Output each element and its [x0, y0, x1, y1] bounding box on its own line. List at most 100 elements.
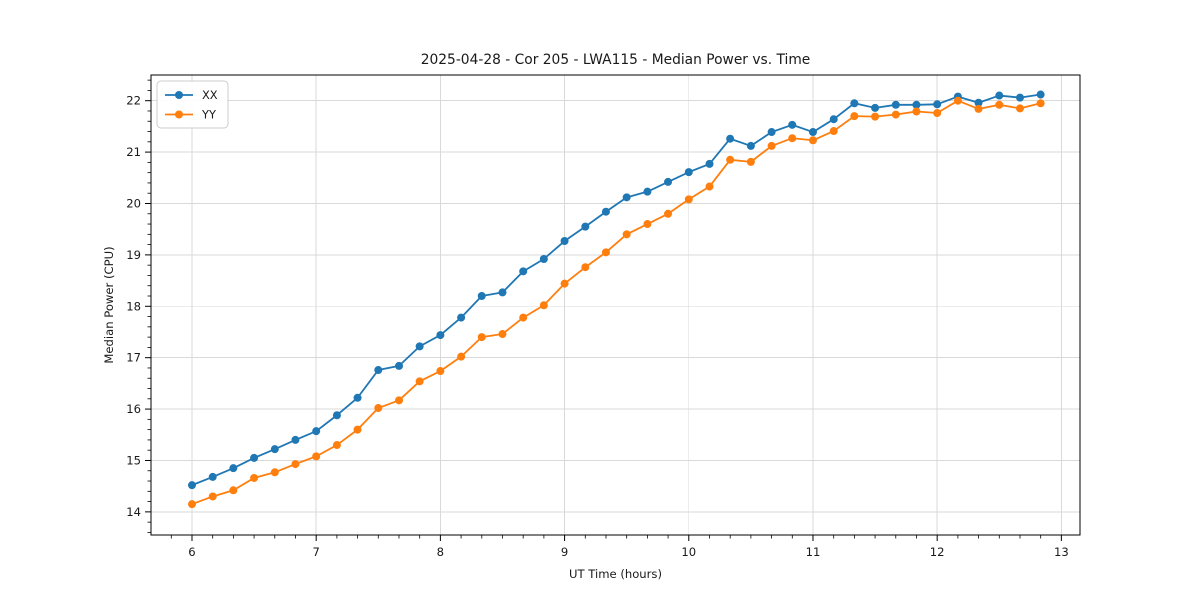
series-YY-marker — [581, 263, 590, 272]
series-XX-marker — [622, 193, 631, 202]
series-XX-marker — [1036, 90, 1045, 99]
series-YY-marker — [767, 141, 776, 150]
y-tick-label: 15 — [126, 453, 141, 467]
series-YY-marker — [1016, 104, 1025, 113]
series-XX-marker — [415, 342, 424, 351]
legend-marker-YY — [175, 110, 183, 119]
series-XX-marker — [581, 222, 590, 231]
y-tick-label: 22 — [126, 94, 141, 108]
series-XX-marker — [726, 134, 735, 143]
series-YY-marker — [415, 377, 424, 386]
x-axis-label: UT Time (hours) — [569, 567, 662, 581]
series-XX-marker — [746, 141, 755, 150]
series-YY-marker — [643, 220, 652, 229]
series-YY-marker — [250, 473, 259, 482]
series-YY-marker — [312, 452, 321, 461]
series-XX-marker — [229, 464, 238, 473]
series-YY-marker — [374, 404, 383, 413]
series-XX-marker — [332, 411, 341, 420]
series-XX-marker — [850, 99, 859, 108]
x-tick-label: 8 — [437, 545, 444, 559]
series-XX-marker — [829, 115, 838, 124]
series-YY-marker — [912, 107, 921, 116]
series-XX-marker — [643, 187, 652, 196]
series-XX-marker — [519, 267, 528, 276]
series-YY-marker — [498, 330, 507, 339]
series-XX-marker — [705, 159, 714, 168]
series-XX-marker — [912, 100, 921, 109]
series-XX-marker — [933, 100, 942, 109]
series-YY-marker — [622, 230, 631, 239]
legend-marker-XX — [175, 91, 183, 99]
series-YY-marker — [395, 396, 404, 405]
y-tick-label: 20 — [126, 196, 141, 210]
series-XX-marker — [312, 427, 321, 436]
series-YY-marker — [871, 112, 880, 121]
series-YY-marker — [891, 110, 900, 119]
series-YY-marker — [684, 195, 693, 204]
series-XX-marker — [767, 128, 776, 137]
series-XX-marker — [395, 361, 404, 370]
series-YY-marker — [353, 425, 362, 434]
series-XX-marker — [187, 481, 196, 490]
series-YY-marker — [933, 109, 942, 118]
series-XX-marker — [808, 128, 817, 137]
series-XX-marker — [374, 366, 383, 375]
series-YY-marker — [601, 248, 610, 257]
series-YY-marker — [726, 155, 735, 164]
series-YY-marker — [270, 468, 279, 477]
series-XX-marker — [250, 453, 259, 462]
series-YY-marker — [332, 441, 341, 450]
series-XX-marker — [457, 313, 466, 322]
series-XX-marker — [664, 177, 673, 186]
series-YY-marker — [291, 460, 300, 469]
y-axis-label: Median Power (CPU) — [102, 246, 116, 363]
series-XX-marker — [974, 98, 983, 107]
series-YY-marker — [519, 313, 528, 322]
series-YY-marker — [995, 100, 1004, 109]
chart-title: 2025-04-28 - Cor 205 - LWA115 - Median P… — [421, 52, 811, 68]
series-XX-marker — [270, 445, 279, 454]
series-YY-marker — [850, 112, 859, 121]
series-XX-marker — [539, 255, 548, 263]
series-YY-marker — [664, 209, 673, 218]
series-XX-marker — [788, 120, 797, 129]
y-tick-label: 16 — [126, 402, 141, 416]
x-tick-label: 6 — [188, 545, 195, 559]
series-XX-marker — [560, 237, 569, 246]
x-tick-label: 9 — [561, 545, 568, 559]
y-tick-label: 18 — [126, 299, 141, 313]
series-XX-marker — [353, 393, 362, 402]
plot-area — [150, 74, 1081, 536]
y-tick-label: 14 — [126, 505, 141, 519]
y-tick-label: 21 — [126, 145, 141, 159]
series-XX-marker — [436, 331, 445, 340]
series-XX-marker — [601, 207, 610, 216]
series-XX-marker — [891, 100, 900, 109]
series-XX-marker — [208, 472, 217, 481]
series-XX-marker — [498, 288, 507, 297]
series-XX-marker — [995, 91, 1004, 100]
series-XX-marker — [1016, 93, 1025, 102]
series-YY-marker — [187, 500, 196, 509]
legend-label-YY: YY — [201, 108, 216, 122]
x-tick-label: 13 — [1054, 545, 1069, 559]
series-YY-marker — [229, 486, 238, 495]
series-YY-marker — [808, 136, 817, 145]
series-XX-marker — [291, 435, 300, 444]
series-YY-marker — [953, 96, 962, 105]
series-YY-marker — [829, 127, 838, 136]
series-YY-marker — [788, 134, 797, 143]
series-XX-marker — [871, 103, 880, 112]
series-YY-marker — [1036, 99, 1045, 108]
y-tick-label: 19 — [126, 248, 141, 262]
x-tick-label: 7 — [312, 545, 319, 559]
series-YY-marker — [560, 279, 569, 288]
series-YY-marker — [746, 157, 755, 166]
legend-label-XX: XX — [202, 88, 218, 102]
x-tick-label: 11 — [806, 545, 821, 559]
series-YY-marker — [208, 492, 217, 501]
series-YY-marker — [477, 333, 486, 342]
